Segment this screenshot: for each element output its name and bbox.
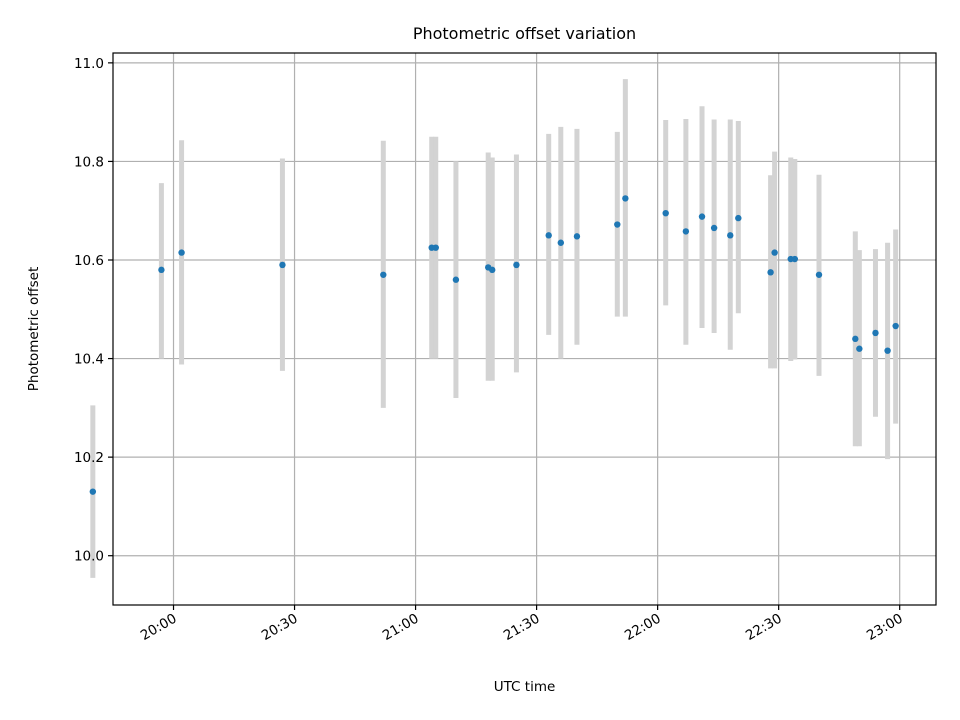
grid	[113, 53, 936, 605]
x-tick-label: 22:00	[622, 611, 664, 644]
data-point	[710, 224, 718, 232]
data-point	[557, 239, 565, 246]
data-point	[432, 244, 439, 251]
y-tick-label: 10.8	[74, 154, 104, 170]
data-point	[614, 221, 621, 228]
data-point	[791, 255, 798, 263]
y-tick-label: 10.6	[74, 253, 104, 269]
data-point	[89, 488, 97, 495]
y-tick-label: 10.4	[74, 352, 104, 368]
data-point	[698, 213, 706, 220]
data-point	[178, 249, 185, 256]
data-point	[513, 261, 520, 269]
data-point	[622, 195, 629, 202]
x-tick-label: 23:00	[864, 611, 906, 644]
data-point	[892, 322, 899, 330]
data-point	[767, 269, 774, 276]
x-tick-label: 20:00	[138, 611, 180, 644]
y-tick-label: 10.0	[74, 549, 104, 565]
data-point	[815, 271, 823, 278]
data-point	[727, 232, 734, 239]
data-point	[158, 266, 165, 274]
data-point	[852, 335, 859, 343]
data-point	[872, 329, 879, 337]
data-point	[489, 266, 496, 274]
data-point	[452, 276, 460, 283]
data-point	[856, 345, 863, 352]
error-bars	[90, 79, 899, 578]
chart-title: Photometric offset variation	[413, 24, 636, 43]
y-axis-label: Photometric offset	[26, 267, 42, 391]
data-point	[380, 271, 387, 278]
x-tick-label: 22:30	[743, 611, 785, 644]
data-point	[884, 347, 891, 354]
data-point	[735, 214, 742, 222]
data-points	[89, 195, 899, 495]
data-point	[279, 261, 286, 269]
data-point	[573, 233, 581, 240]
data-point	[771, 249, 778, 256]
data-point	[545, 232, 552, 239]
x-tick-label: 21:30	[501, 611, 543, 644]
x-axis-label: UTC time	[494, 679, 556, 695]
x-tick-label: 21:00	[380, 611, 422, 644]
plot-frame	[112, 52, 937, 606]
y-tick-label: 11.0	[74, 56, 104, 72]
data-point	[682, 228, 690, 235]
x-tick-label: 20:30	[259, 611, 301, 644]
data-point	[662, 209, 669, 217]
y-tick-label: 10.2	[74, 450, 104, 466]
